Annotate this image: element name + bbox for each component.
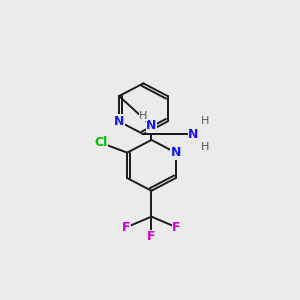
Text: F: F bbox=[122, 221, 131, 234]
Text: F: F bbox=[147, 230, 156, 244]
Text: H: H bbox=[139, 111, 148, 121]
Text: Cl: Cl bbox=[94, 136, 107, 149]
Text: H: H bbox=[200, 116, 209, 127]
Text: F: F bbox=[172, 221, 181, 234]
Text: N: N bbox=[146, 119, 157, 132]
Text: H: H bbox=[200, 142, 209, 152]
Text: N: N bbox=[114, 115, 124, 128]
Text: N: N bbox=[188, 128, 199, 141]
Text: N: N bbox=[170, 146, 181, 159]
